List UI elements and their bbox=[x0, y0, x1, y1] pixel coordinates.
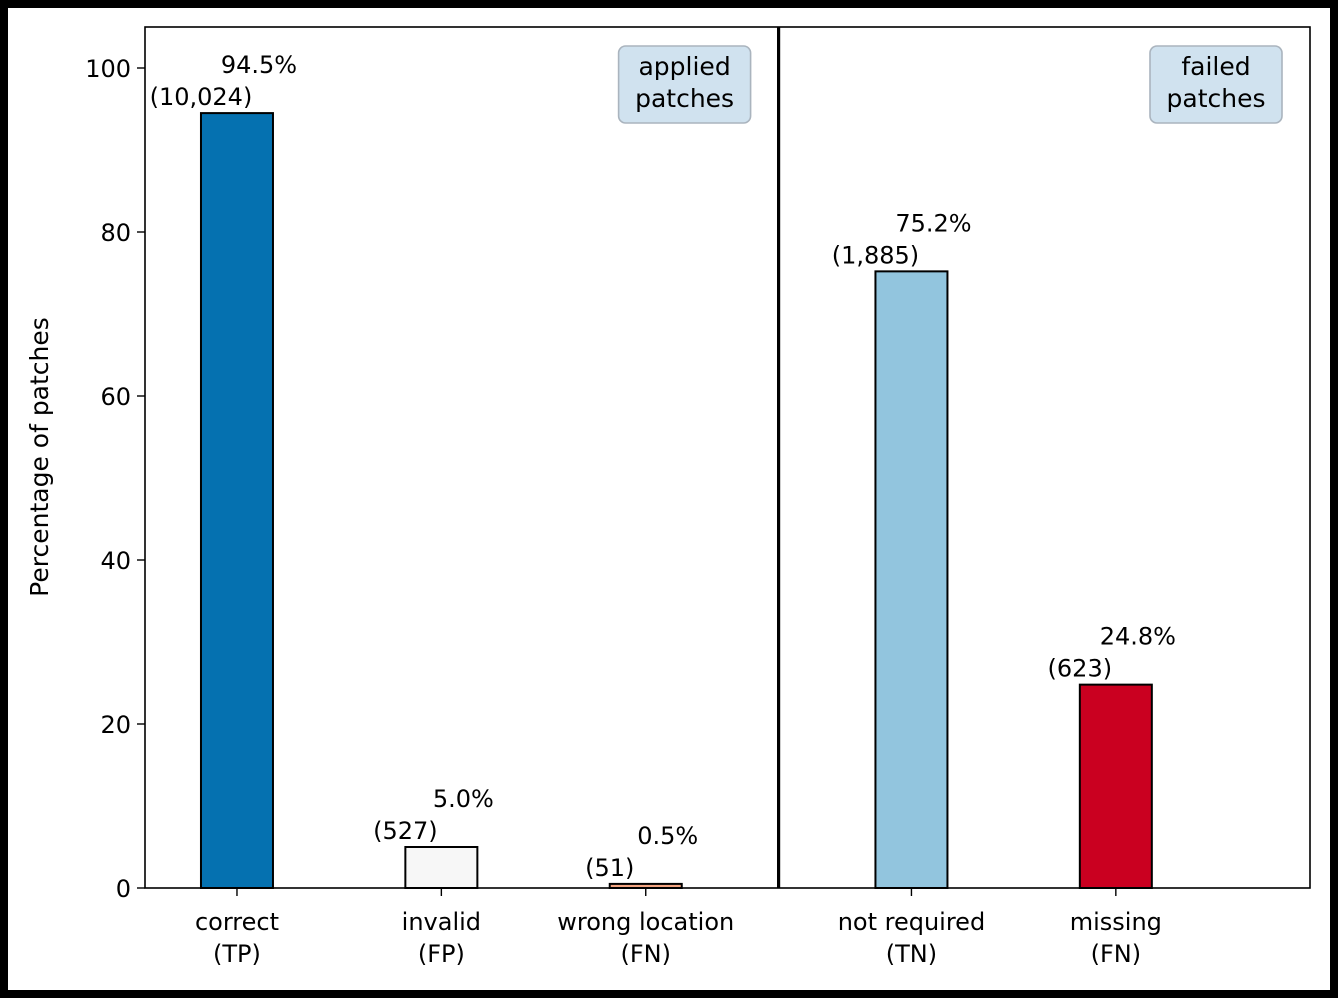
y-tick-label: 20 bbox=[100, 711, 131, 739]
x-tick-label-2-0: wrong location bbox=[557, 908, 734, 936]
bar-1 bbox=[404, 846, 479, 889]
group-boxes: applied patches failed patches bbox=[617, 45, 1283, 124]
value-label-0: 94.5% bbox=[221, 51, 297, 79]
count-label-4: (623) bbox=[1048, 655, 1113, 683]
value-label-4: 24.8% bbox=[1100, 623, 1176, 651]
group-label-0-0: applied bbox=[638, 52, 730, 81]
count-label-3: (1,885) bbox=[832, 241, 919, 269]
bar-4 bbox=[1078, 683, 1153, 890]
y-tick-label: 0 bbox=[116, 875, 131, 903]
x-tick-label-4-0: missing bbox=[1070, 908, 1162, 936]
count-label-2: (51) bbox=[585, 854, 634, 882]
bar-3 bbox=[874, 270, 949, 889]
x-tick-label-1-0: invalid bbox=[402, 908, 481, 936]
x-tick-label-3-0: not required bbox=[838, 908, 986, 936]
chart-canvas: 0 20 40 60 80 100 94.5% (10,024) 5.0% (527) 0.5%(… bbox=[8, 8, 1330, 990]
group-label-1-0: failed bbox=[1181, 52, 1250, 81]
y-tick-label: 40 bbox=[100, 547, 131, 575]
x-tick-label-1-1: (FP) bbox=[418, 940, 465, 968]
value-labels: 94.5% (10,024) 5.0% (527) 0.5%(51) 75.2% (1,88… bbox=[150, 51, 1176, 882]
x-tick-label-0-1: (TP) bbox=[213, 940, 261, 968]
x-tick-label-4-1: (FN) bbox=[1091, 940, 1141, 968]
bar-0 bbox=[199, 112, 274, 890]
value-label-3: 75.2% bbox=[895, 209, 971, 237]
x-tick-label-0-0: correct bbox=[195, 908, 279, 936]
group-box-1 bbox=[1149, 45, 1283, 124]
bar-2 bbox=[608, 882, 683, 890]
bars bbox=[199, 112, 1153, 890]
x-axis: correct (TP) invalid (FP) wrong location (FN)… bbox=[195, 888, 1162, 968]
count-label-0: (10,024) bbox=[150, 83, 253, 111]
y-axis: 0 20 40 60 80 100 bbox=[85, 55, 145, 903]
y-axis-label: Percentage of patches bbox=[25, 317, 54, 597]
value-label-2: 0.5% bbox=[637, 822, 698, 850]
group-box-0 bbox=[617, 45, 752, 124]
group-label-1-1: patches bbox=[1167, 84, 1266, 113]
y-tick-label: 100 bbox=[85, 55, 131, 83]
y-tick-label: 80 bbox=[100, 219, 131, 247]
x-tick-label-3-1: (TN) bbox=[886, 940, 937, 968]
value-label-1: 5.0% bbox=[433, 785, 494, 813]
y-tick-label: 60 bbox=[100, 383, 131, 411]
x-tick-label-2-1: (FN) bbox=[621, 940, 671, 968]
plot-frame bbox=[144, 26, 1311, 889]
count-label-1: (527) bbox=[373, 817, 438, 845]
group-label-0-1: patches bbox=[635, 84, 734, 113]
plot-border bbox=[144, 26, 1311, 889]
